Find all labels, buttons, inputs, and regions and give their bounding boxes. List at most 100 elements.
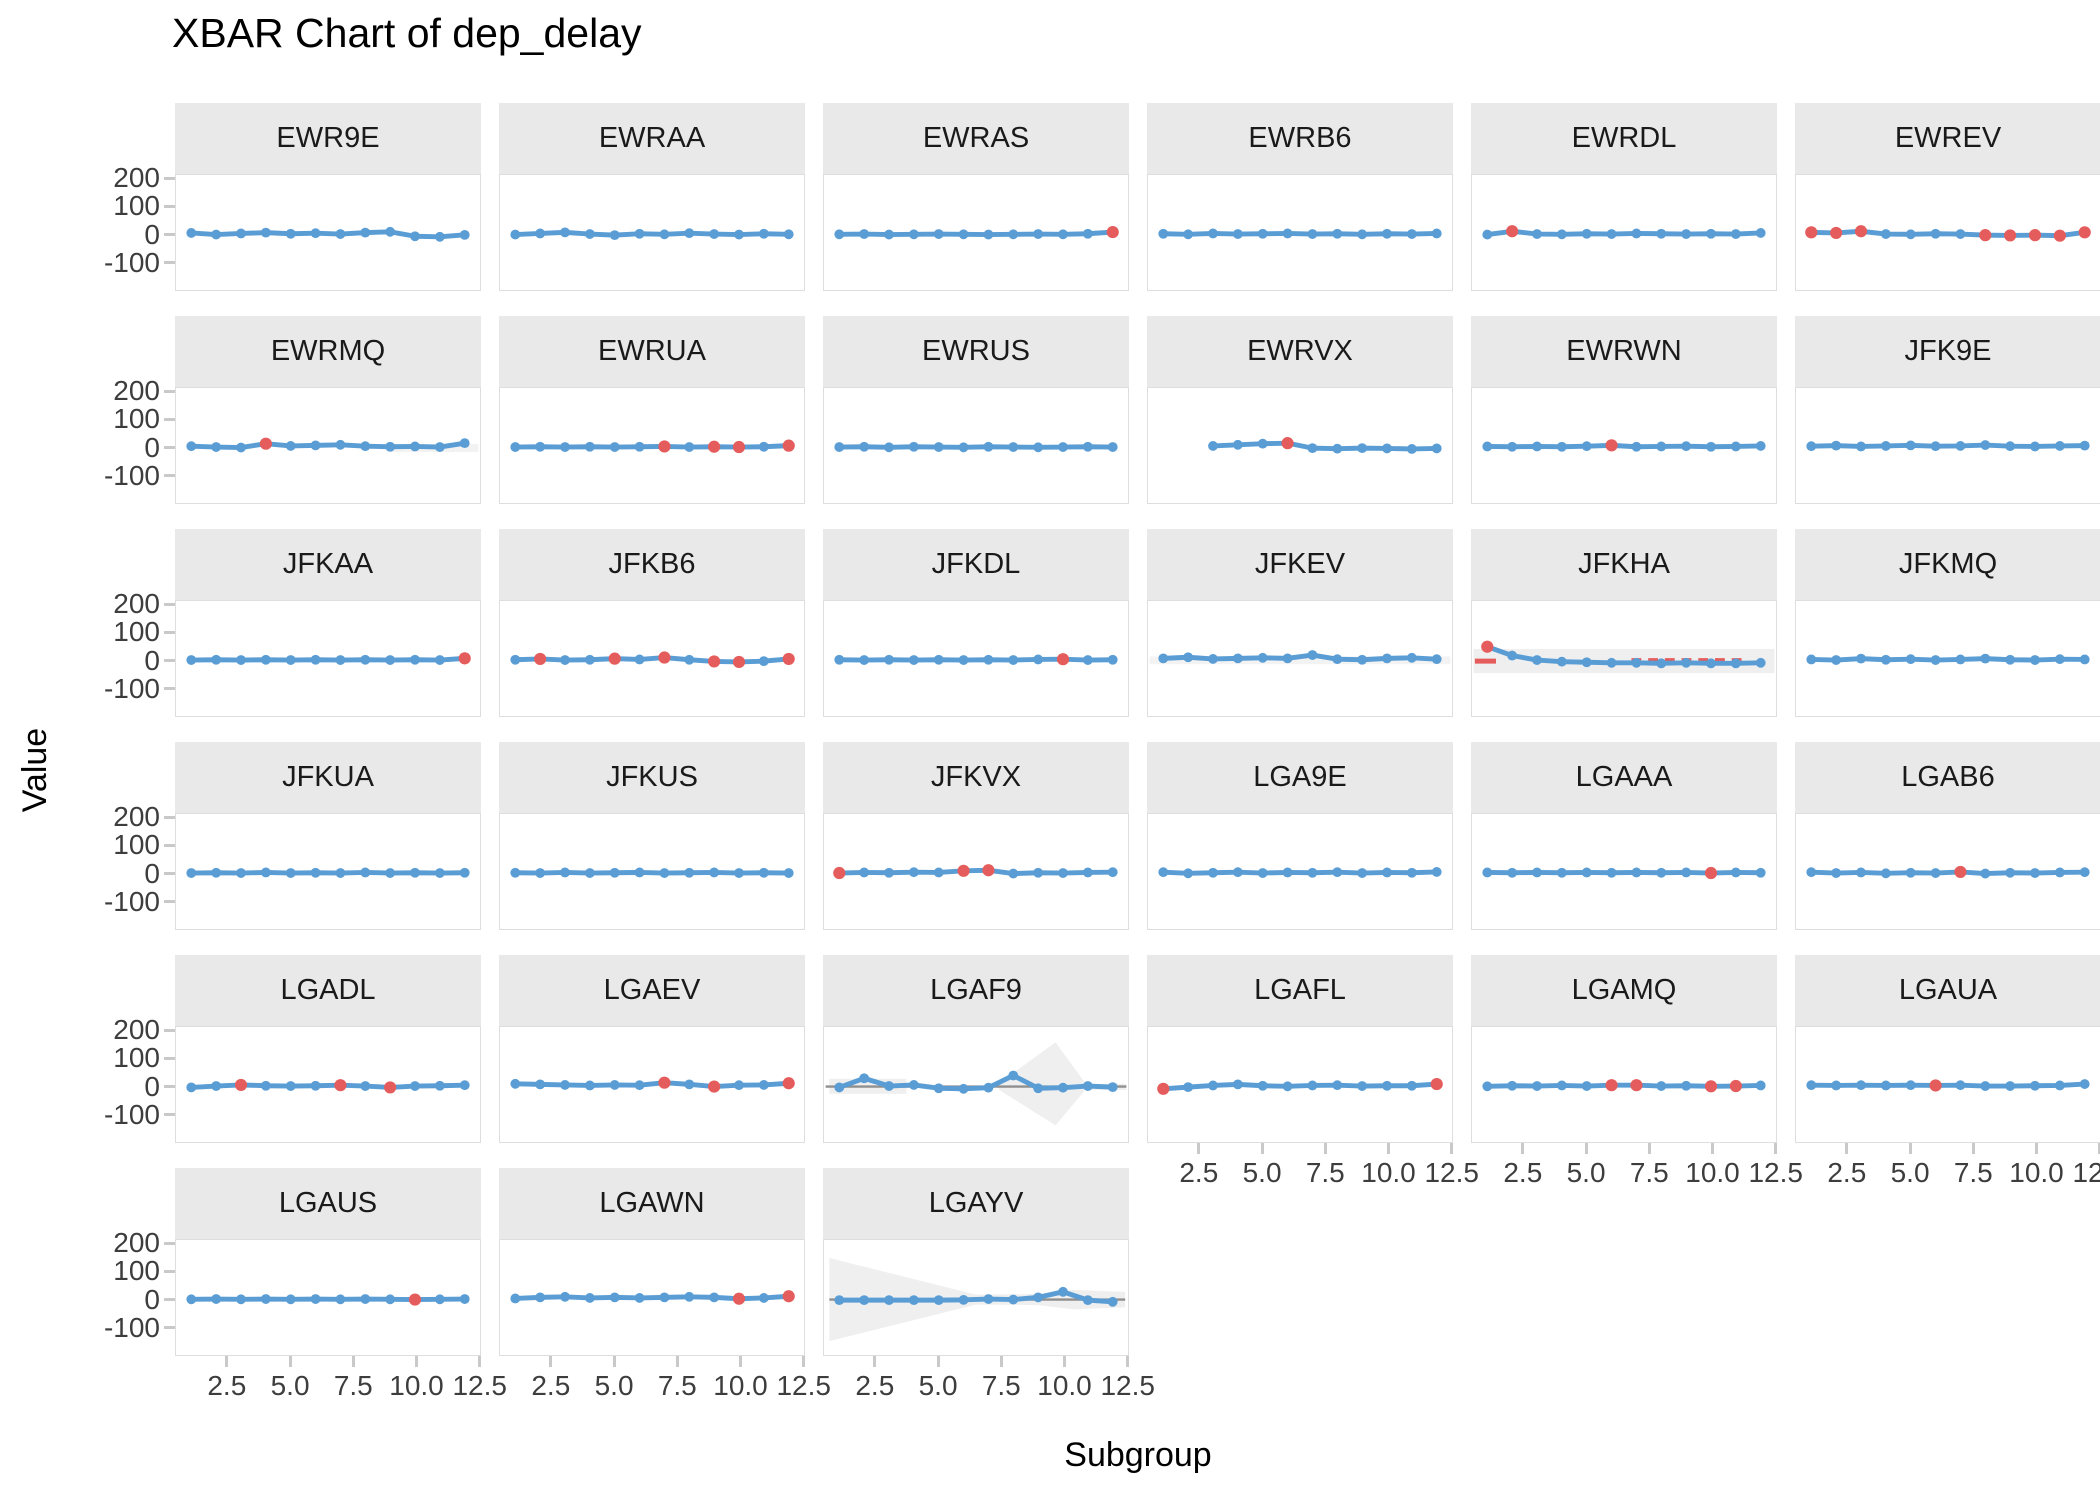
facet-strip: JFKHA (1471, 529, 1777, 600)
violation-point (982, 864, 995, 877)
data-point (510, 1293, 521, 1304)
data-point (1507, 650, 1518, 661)
data-point (1033, 1083, 1044, 1094)
facet-jfkus: JFKUS (499, 742, 805, 930)
data-point (834, 442, 845, 452)
series-line (1808, 228, 2088, 239)
x-tick-label: 2.5 (1179, 1157, 1219, 1188)
facet-ewrdl: EWRDL (1471, 103, 1777, 291)
data-point (1507, 1080, 1518, 1091)
data-point (983, 654, 994, 665)
y-tick (164, 659, 175, 663)
facet-ewrmq: EWRMQ (175, 316, 481, 504)
data-point (1257, 228, 1268, 239)
data-point (285, 1081, 296, 1091)
violation-point (259, 437, 272, 450)
data-point (1208, 654, 1218, 664)
y-tick-label: 200 (113, 588, 160, 620)
facet-strip: LGA9E (1147, 742, 1453, 813)
data-point (758, 1080, 769, 1090)
x-tick-label: 12.5 (1100, 1370, 1155, 1401)
data-point (609, 442, 620, 452)
data-point (1382, 867, 1392, 878)
facet-panel (1795, 1026, 2100, 1143)
data-point (1856, 653, 1866, 664)
series-line (512, 655, 792, 665)
data-point (734, 868, 744, 878)
data-point (1656, 658, 1667, 669)
data-point (1606, 867, 1617, 878)
violation-point (1630, 1079, 1643, 1092)
facet-plot (1805, 225, 2091, 242)
data-point (211, 654, 222, 665)
violation-point (1481, 640, 1494, 653)
data-point (1008, 1070, 1019, 1081)
data-point (360, 1081, 371, 1091)
facet-panel (1147, 813, 1453, 930)
data-point (1532, 229, 1542, 239)
facet-strip: EWRAS (823, 103, 1129, 174)
y-tick-label: -100 (103, 672, 160, 704)
data-point (285, 441, 296, 451)
facet-panel (175, 174, 481, 291)
facet-jfkdl: JFKDL (823, 529, 1129, 717)
data-point (1482, 1081, 1493, 1092)
x-tick (999, 1356, 1003, 1367)
x-tick-label: 2.5 (207, 1370, 247, 1401)
data-point (1232, 653, 1243, 664)
data-point (335, 1294, 346, 1305)
facet-jfkua: JFKUA (175, 742, 481, 930)
data-point (434, 868, 445, 878)
data-point (1107, 654, 1118, 665)
data-point (1357, 1081, 1368, 1091)
facet-panel (823, 600, 1129, 717)
data-point (1208, 228, 1218, 239)
facet-plot (1158, 228, 1442, 240)
data-point (1482, 441, 1493, 452)
violation-point (608, 652, 621, 665)
facet-panel (175, 600, 481, 717)
facet-panel (499, 174, 805, 291)
y-tick (164, 389, 175, 393)
series-line (188, 1296, 468, 1303)
y-tick (164, 1113, 175, 1117)
data-point (1831, 868, 1842, 878)
facet-panel (175, 387, 481, 504)
data-point (1232, 1079, 1243, 1090)
data-point (1307, 650, 1318, 660)
data-point (285, 655, 296, 665)
violation-point (782, 439, 795, 452)
violation-point (732, 1292, 746, 1305)
series-line (836, 229, 1116, 238)
x-tick-label: 2.5 (531, 1370, 571, 1401)
data-point (1556, 229, 1567, 240)
data-point (1183, 652, 1194, 663)
data-point (1406, 867, 1417, 878)
data-point (884, 654, 894, 665)
violation-point (1605, 439, 1618, 452)
y-tick (164, 1241, 175, 1245)
facet-strip: LGAF9 (823, 955, 1129, 1026)
data-point (1532, 867, 1542, 878)
facet-strip: EWRMQ (175, 316, 481, 387)
violation-point (408, 1293, 422, 1306)
data-point (1905, 229, 1916, 240)
y-tick-label: -100 (103, 459, 160, 491)
facet-panel (1147, 1026, 1453, 1143)
facet-strip: JFKMQ (1795, 529, 2100, 600)
data-point (1930, 655, 1941, 665)
facet-plot (186, 867, 470, 878)
facet-strip: LGAMQ (1471, 955, 1777, 1026)
data-point (958, 229, 969, 240)
facet-plot (510, 651, 795, 669)
violation-point (534, 652, 547, 666)
y-tick (164, 1326, 175, 1330)
data-point (236, 228, 246, 239)
x-tick (415, 1356, 418, 1367)
y-tick-label: 100 (113, 1042, 160, 1074)
facet-lgaua: LGAUA (1795, 955, 2100, 1143)
y-tick-label: 200 (113, 1227, 160, 1259)
data-point (1880, 654, 1891, 665)
data-point (434, 655, 445, 665)
facet-panel (823, 174, 1129, 291)
